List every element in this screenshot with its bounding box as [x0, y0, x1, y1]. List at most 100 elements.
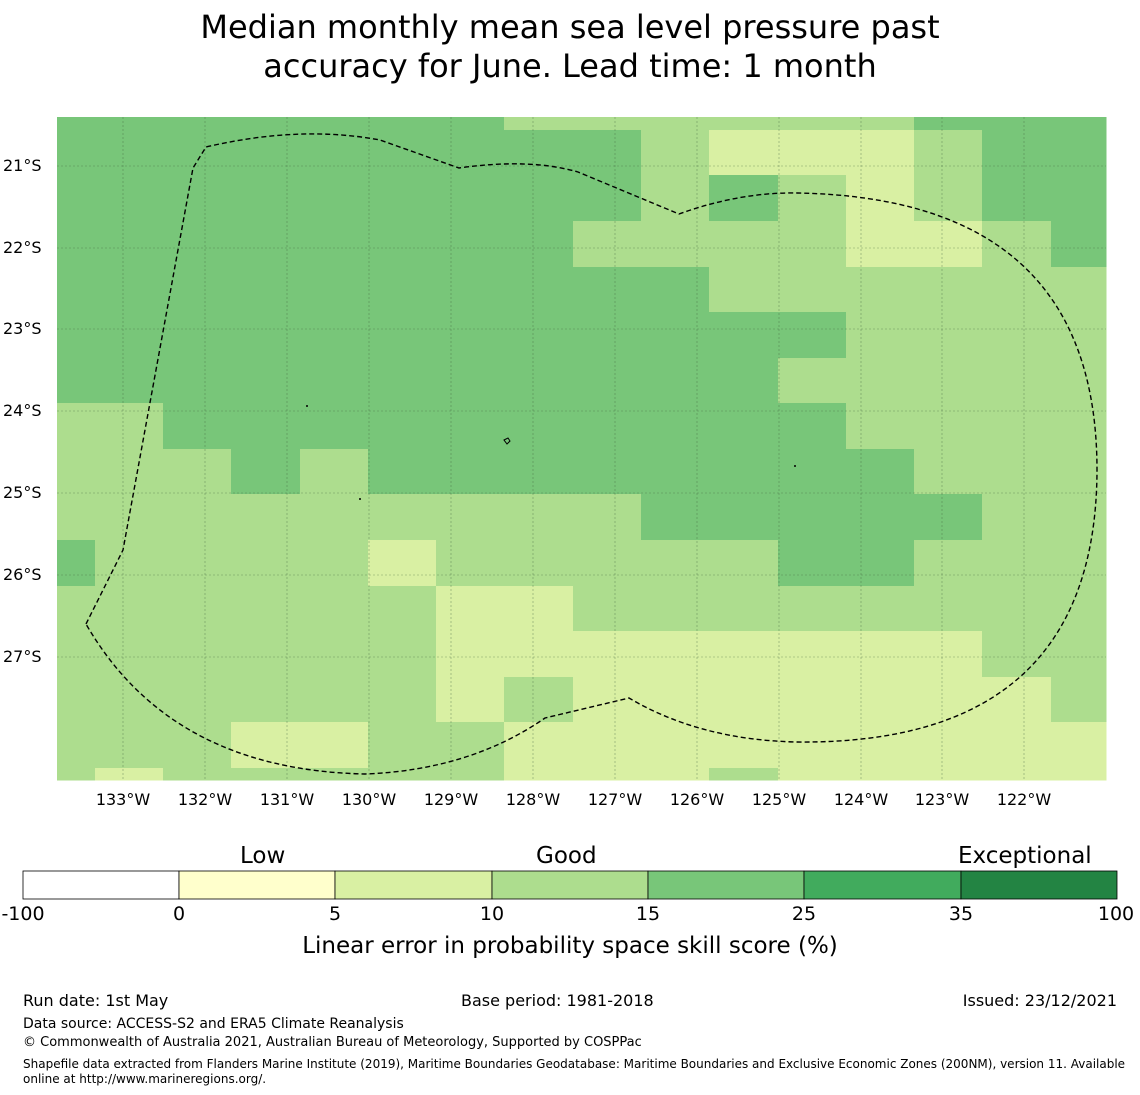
grid-cell [1051, 117, 1107, 131]
island-dot [794, 465, 796, 467]
grid-cell [573, 631, 642, 678]
grid-cell [231, 312, 301, 359]
grid-cell [57, 722, 96, 769]
grid-cell [846, 722, 915, 769]
grid-cell [846, 358, 915, 404]
grid-cell [163, 631, 232, 678]
grid-cell [914, 403, 983, 450]
grid-cell [914, 312, 983, 359]
grid-cell [641, 494, 710, 541]
colorbar-segment [22, 870, 180, 900]
grid-cell [300, 449, 369, 495]
colorbar-segment [647, 870, 805, 900]
grid-cell [1051, 130, 1107, 176]
grid-cell [300, 631, 369, 678]
grid-cell [641, 677, 710, 723]
grid-cell [982, 312, 1052, 359]
grid-cell [982, 267, 1052, 313]
colorbar-label: Linear error in probability space skill … [302, 933, 838, 959]
grid-cell [300, 117, 369, 131]
grid-cell [846, 221, 915, 268]
grid-cell [368, 175, 437, 222]
latitude-tick-label: 23°S [3, 319, 42, 338]
grid-cell [1051, 677, 1107, 723]
grid-cell [436, 221, 505, 268]
grid-cell [641, 403, 710, 450]
colorbar-segment [960, 870, 1118, 900]
grid-cell [641, 631, 710, 678]
grid-cell [436, 586, 505, 632]
grid-cell [914, 449, 983, 495]
grid-cell [709, 312, 779, 359]
colorbar-tick: 100 [1097, 903, 1135, 925]
grid-cell [778, 312, 847, 359]
grid-cell [778, 494, 847, 541]
grid-cell [846, 312, 915, 359]
grid-cell [57, 449, 96, 495]
grid-cell [778, 677, 847, 723]
grid-cell [982, 449, 1052, 495]
longitude-tick-label: 123°W [915, 790, 970, 809]
grid-cell [436, 631, 505, 678]
grid-cell [709, 631, 779, 678]
colorbar-segment [334, 870, 493, 900]
grid-cell [846, 175, 915, 222]
longitude-tick-label: 127°W [588, 790, 643, 809]
grid-cell [709, 540, 779, 587]
grid-cell [57, 403, 96, 450]
grid-cell [231, 586, 301, 632]
data-source: Data source: ACCESS-S2 and ERA5 Climate … [23, 1016, 404, 1032]
grid-cell [57, 267, 96, 313]
grid-cell [573, 540, 642, 587]
grid-cell [57, 677, 96, 723]
grid-cell [914, 540, 983, 587]
grid-cell [573, 677, 642, 723]
grid-cell [368, 494, 437, 541]
grid-cell [231, 677, 301, 723]
grid-cell [982, 494, 1052, 541]
grid-cell [231, 175, 301, 222]
grid-cell [1051, 221, 1107, 268]
grid-cell [709, 722, 779, 769]
grid-cell [436, 677, 505, 723]
colorbar-tick: 25 [791, 903, 817, 925]
grid-cell [914, 267, 983, 313]
grid-cell [368, 768, 437, 781]
grid-cell [95, 403, 164, 450]
grid-cell [709, 768, 779, 781]
longitude-tick-label: 131°W [260, 790, 315, 809]
grid-cell [504, 403, 574, 450]
grid-cell [1051, 586, 1107, 632]
grid-cell [436, 540, 505, 587]
grid-cell [1051, 267, 1107, 313]
grid-cell [709, 403, 779, 450]
grid-cell [368, 677, 437, 723]
grid-cell [641, 117, 710, 131]
grid-cell [504, 540, 574, 587]
grid-cell [573, 312, 642, 359]
grid-cell [95, 267, 164, 313]
grid-cell [573, 130, 642, 176]
grid-cell [914, 631, 983, 678]
grid-cell [573, 449, 642, 495]
grid-cell [982, 358, 1052, 404]
grid-cell [1051, 494, 1107, 541]
grid-cell [163, 267, 232, 313]
grid-cell [163, 494, 232, 541]
grid-cell [231, 403, 301, 450]
longitude-tick-label: 126°W [670, 790, 725, 809]
grid-cell [709, 221, 779, 268]
grid-cell [778, 175, 847, 222]
grid-cell [95, 722, 164, 769]
grid-cell [436, 768, 505, 781]
grid-cell [231, 358, 301, 404]
latitude-tick-label: 22°S [3, 238, 42, 257]
longitude-tick-label: 124°W [834, 790, 889, 809]
issued-date: Issued: 23/12/2021 [962, 991, 1117, 1010]
colorbar-category-low: Low [240, 843, 286, 869]
grid-cell [709, 358, 779, 404]
grid-cell [368, 312, 437, 359]
grid-cell [846, 267, 915, 313]
grid-cell [573, 267, 642, 313]
grid-cell [368, 117, 437, 131]
